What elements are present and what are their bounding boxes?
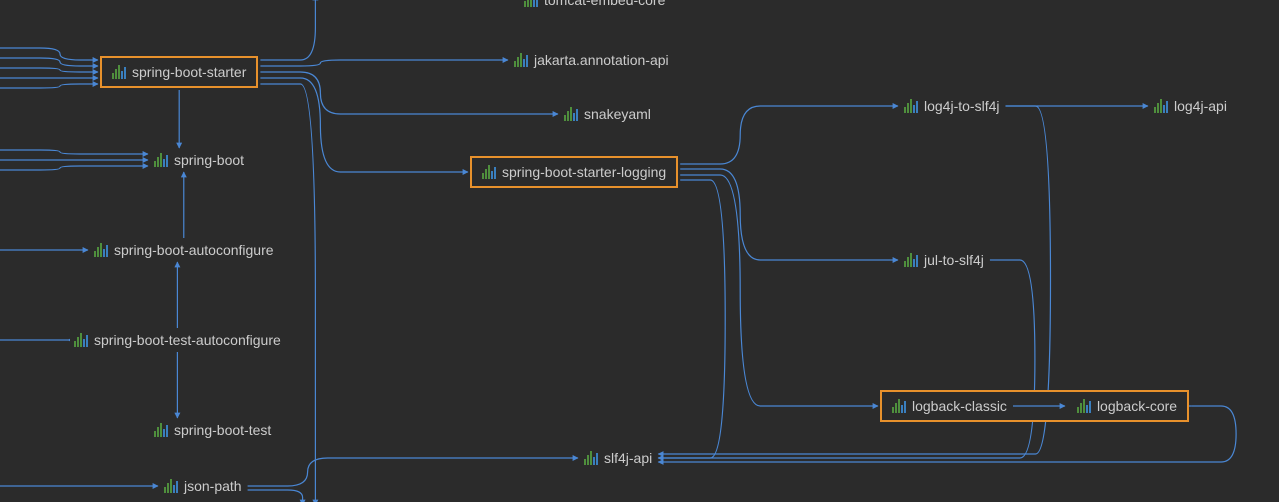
- maven-icon: [1154, 99, 1168, 113]
- maven-icon: [524, 0, 538, 7]
- dep-label: spring-boot: [174, 152, 244, 168]
- dep-node-jsonpath[interactable]: json-path: [160, 476, 246, 496]
- maven-icon: [904, 253, 918, 267]
- dep-node-julslf4j[interactable]: jul-to-slf4j: [900, 250, 988, 270]
- maven-icon: [164, 479, 178, 493]
- maven-icon: [514, 53, 528, 67]
- dep-label: jakarta.annotation-api: [534, 52, 669, 68]
- dep-label: json-path: [184, 478, 242, 494]
- dep-label: logback-core: [1097, 398, 1177, 414]
- dep-node-logbackcl[interactable]: logback-classic logback-core: [880, 390, 1189, 422]
- dep-node-log4jslf4j[interactable]: log4j-to-slf4j: [900, 96, 1003, 116]
- dep-label: log4j-api: [1174, 98, 1227, 114]
- dep-label: spring-boot-test-autoconfigure: [94, 332, 281, 348]
- dep-label: tomcat-embed-core: [544, 0, 665, 8]
- dep-node-logging[interactable]: spring-boot-starter-logging: [470, 156, 678, 188]
- maven-icon: [904, 99, 918, 113]
- dep-node-jakarta[interactable]: jakarta.annotation-api: [510, 50, 673, 70]
- dep-node-slf4japi[interactable]: slf4j-api: [580, 448, 656, 468]
- maven-icon: [482, 165, 496, 179]
- dep-node-starter[interactable]: spring-boot-starter: [100, 56, 258, 88]
- dep-label: log4j-to-slf4j: [924, 98, 999, 114]
- inline-arrow-icon: [1013, 401, 1071, 411]
- dep-label: spring-boot-starter: [132, 64, 246, 80]
- maven-icon: [74, 333, 88, 347]
- dep-node-tomcat[interactable]: tomcat-embed-core: [520, 0, 669, 10]
- dep-label: spring-boot-starter-logging: [502, 164, 666, 180]
- dep-label: jul-to-slf4j: [924, 252, 984, 268]
- maven-icon: [892, 399, 906, 413]
- dep-label: spring-boot-test: [174, 422, 271, 438]
- dep-node-testauto[interactable]: spring-boot-test-autoconfigure: [70, 330, 285, 350]
- dep-label: slf4j-api: [604, 450, 652, 466]
- dep-label: logback-classic: [912, 398, 1007, 414]
- maven-icon: [154, 153, 168, 167]
- dep-node-log4japi[interactable]: log4j-api: [1150, 96, 1231, 116]
- maven-icon: [154, 423, 168, 437]
- dep-node-sbtest[interactable]: spring-boot-test: [150, 420, 275, 440]
- dep-node-autoconf[interactable]: spring-boot-autoconfigure: [90, 240, 278, 260]
- maven-icon: [94, 243, 108, 257]
- maven-icon: [112, 65, 126, 79]
- maven-icon: [584, 451, 598, 465]
- maven-icon: [564, 107, 578, 121]
- dep-label: spring-boot-autoconfigure: [114, 242, 274, 258]
- dependency-graph-canvas: { "graph": { "type": "network", "backgro…: [0, 0, 1279, 502]
- maven-icon: [1077, 399, 1091, 413]
- dep-label: snakeyaml: [584, 106, 651, 122]
- dep-node-springboot[interactable]: spring-boot: [150, 150, 248, 170]
- dep-node-snakeyaml[interactable]: snakeyaml: [560, 104, 655, 124]
